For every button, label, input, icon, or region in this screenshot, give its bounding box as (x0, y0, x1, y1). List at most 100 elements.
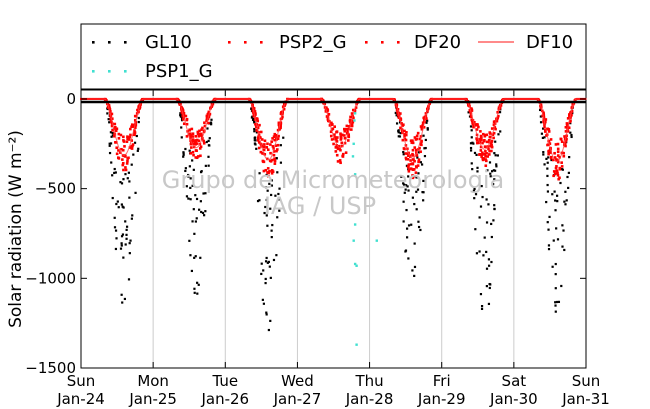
data-point (133, 118, 137, 122)
data-point (115, 127, 119, 131)
data-point (121, 158, 124, 161)
data-point (131, 214, 134, 217)
data-point (569, 119, 572, 122)
data-point (126, 177, 129, 180)
data-point (184, 114, 188, 118)
data-point (134, 126, 137, 129)
data-point (556, 154, 560, 157)
data-point (194, 139, 197, 143)
data-point (347, 135, 351, 139)
legend-marker (92, 41, 95, 44)
data-point (191, 138, 195, 141)
data-point (487, 147, 490, 151)
data-point (397, 130, 400, 133)
data-point (471, 121, 474, 124)
data-point (206, 112, 210, 116)
data-point (402, 182, 405, 185)
data-point (121, 233, 125, 236)
data-point (262, 169, 266, 173)
data-point (120, 293, 123, 296)
data-point (333, 133, 336, 136)
data-point (111, 131, 114, 135)
data-point (412, 158, 415, 162)
x-tick-label-date: Jan-26 (200, 390, 249, 408)
data-point (560, 140, 564, 143)
data-point (417, 158, 421, 161)
data-point (486, 169, 489, 172)
data-point (188, 239, 191, 242)
x-tick-label-day: Fri (433, 372, 451, 390)
data-point (335, 143, 338, 147)
data-point (570, 135, 573, 139)
data-point (278, 209, 281, 212)
data-point (350, 124, 354, 128)
data-point (133, 133, 136, 137)
data-point (327, 112, 331, 116)
data-point (564, 144, 567, 148)
data-point (278, 187, 281, 190)
data-point (210, 123, 213, 126)
data-point (355, 264, 358, 267)
data-point (119, 151, 122, 154)
data-point (263, 152, 267, 156)
data-point (188, 134, 192, 138)
data-point (180, 126, 183, 129)
data-point (253, 130, 256, 133)
data-point (336, 146, 340, 149)
data-point (180, 136, 183, 139)
data-point (413, 159, 416, 163)
data-point (488, 135, 492, 139)
legend-item: DF20 (365, 32, 461, 53)
data-point (469, 115, 473, 119)
data-point (121, 301, 124, 304)
data-point (423, 147, 426, 150)
x-tick-label-day: Sun (572, 372, 601, 390)
data-point (128, 180, 131, 183)
data-point (131, 143, 135, 146)
data-point (260, 272, 263, 276)
data-point (273, 162, 277, 165)
legend-marker (397, 41, 400, 44)
data-point (262, 145, 266, 149)
data-point (113, 171, 116, 175)
data-point (470, 136, 473, 139)
data-point (340, 141, 344, 145)
data-point (484, 150, 487, 153)
data-point (414, 165, 418, 168)
x-tick-label-date: Jan-31 (561, 390, 610, 408)
data-point (543, 136, 546, 139)
data-point (558, 176, 561, 180)
data-point (355, 343, 358, 346)
data-point (480, 136, 483, 139)
data-point (269, 143, 272, 146)
data-point (255, 131, 259, 134)
data-point (253, 110, 257, 113)
x-tick-label-date: Jan-30 (489, 390, 538, 408)
data-point (127, 156, 130, 160)
data-point (117, 157, 121, 160)
data-point (256, 117, 259, 121)
data-point (547, 130, 551, 133)
data-point (560, 284, 563, 288)
data-point (414, 138, 418, 141)
data-point (269, 151, 272, 155)
data-point (563, 248, 566, 252)
data-point (400, 122, 403, 125)
data-point (264, 281, 267, 285)
data-point (553, 151, 556, 155)
data-point (563, 135, 566, 138)
data-point (205, 140, 208, 144)
data-point (119, 247, 123, 250)
data-point (271, 158, 274, 162)
data-point (480, 184, 483, 188)
data-point (481, 132, 485, 136)
data-point (545, 127, 549, 131)
data-point (129, 239, 132, 242)
data-point (252, 120, 256, 123)
data-point (114, 141, 118, 144)
data-point (347, 125, 351, 128)
data-point (113, 167, 116, 171)
data-point (197, 208, 201, 211)
data-point (268, 182, 271, 185)
data-point (406, 236, 409, 239)
